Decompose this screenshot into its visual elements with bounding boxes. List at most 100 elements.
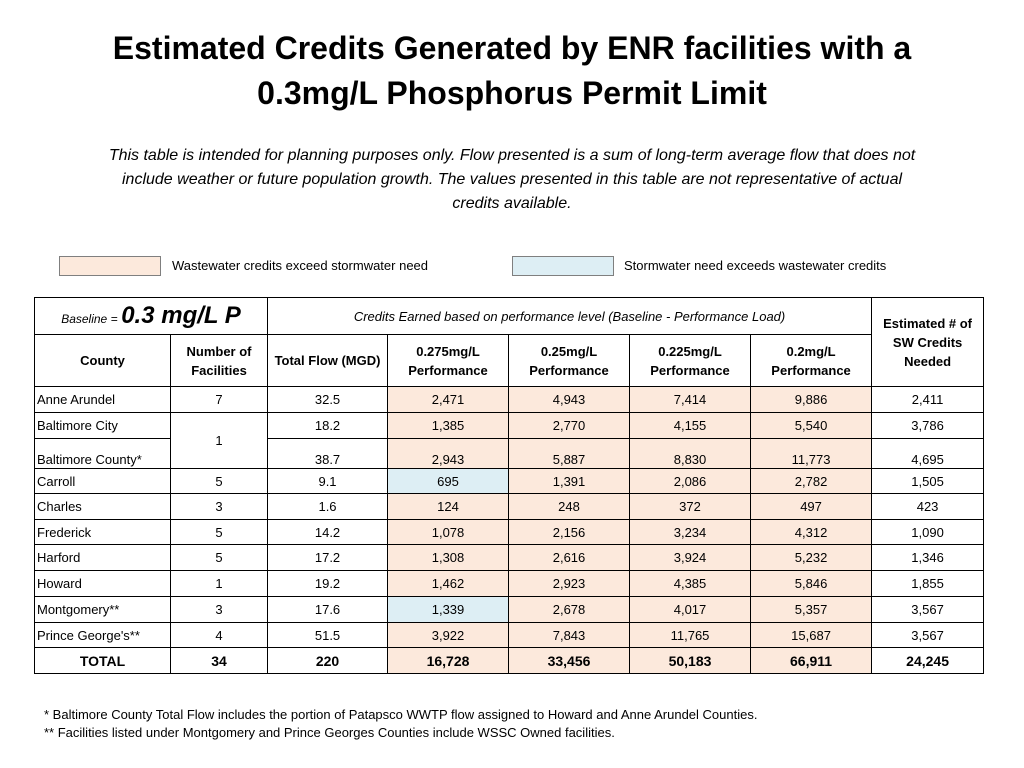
header-row-1: Baseline = 0.3 mg/L P Credits Earned bas… [33, 297, 985, 387]
header-row-2: County Number of Facilities Total Flow (… [34, 334, 984, 387]
credit-cell: 2,156 [508, 519, 631, 545]
facilities-cell: 5 [169, 468, 269, 494]
county-cell: Frederick [34, 519, 171, 545]
sw-needed-cell: 1,090 [871, 519, 985, 545]
flow-cell: 38.7 [267, 438, 389, 469]
credit-cell: 2,943 [387, 438, 510, 469]
footnote-wssc: ** Facilities listed under Montgomery an… [44, 725, 615, 740]
total-label: TOTAL [34, 647, 171, 674]
facilities-cell: 7 [169, 386, 269, 413]
sw-needed-cell: 1,346 [871, 544, 985, 571]
credits-header: Credits Earned based on performance leve… [267, 297, 873, 335]
credits-table: Baseline = 0.3 mg/L P Credits Earned bas… [33, 297, 985, 674]
footnote-baltimore: * Baltimore County Total Flow includes t… [44, 707, 758, 722]
credit-cell: 1,308 [387, 544, 510, 571]
table-row: Carroll 5 9.1 695 1,391 2,086 2,782 1,50… [34, 468, 985, 494]
sw-needed-cell: 2,411 [871, 386, 985, 413]
table-row: Baltimore County* 38.7 2,943 5,887 8,830… [34, 438, 985, 469]
flow-cell: 51.5 [267, 622, 389, 648]
legend-swatch-stormwater [512, 256, 614, 276]
baseline-cell: Baseline = 0.3 mg/L P [33, 297, 269, 335]
facilities-cell: 1 [169, 412, 269, 469]
disclaimer-text: This table is intended for planning purp… [48, 144, 976, 216]
flow-cell: 1.6 [267, 493, 389, 520]
total-sw-needed: 24,245 [871, 647, 985, 674]
credit-cell: 1,078 [387, 519, 510, 545]
title-line-2: 0.3mg/L Phosphorus Permit Limit [257, 75, 767, 111]
credit-cell: 497 [750, 493, 873, 520]
credit-cell: 695 [387, 468, 510, 494]
disclaimer-line-1: This table is intended for planning purp… [108, 147, 916, 164]
total-flow: 220 [267, 647, 389, 674]
credit-cell: 1,385 [387, 412, 510, 439]
disclaimer-line-3: credits available. [452, 195, 572, 212]
credit-cell: 7,414 [629, 386, 752, 413]
sw-needed-cell: 1,505 [871, 468, 985, 494]
baseline-value: 0.3 mg/L P [121, 302, 241, 329]
legend-label-stormwater: Stormwater need exceeds wastewater credi… [624, 258, 887, 273]
table-row: Montgomery** 3 17.6 1,339 2,678 4,017 5,… [34, 596, 985, 623]
sw-needed-cell: 1,855 [871, 570, 985, 597]
credit-cell: 5,540 [750, 412, 873, 439]
credit-cell: 2,086 [629, 468, 752, 494]
credit-cell: 3,922 [387, 622, 510, 648]
sw-needed-cell: 423 [871, 493, 985, 520]
flow-cell: 14.2 [267, 519, 389, 545]
credit-cell: 1,462 [387, 570, 510, 597]
title-line-1: Estimated Credits Generated by ENR facil… [112, 30, 912, 66]
credit-cell: 5,887 [508, 438, 631, 469]
facilities-cell: 5 [169, 519, 269, 545]
county-cell: Carroll [34, 468, 171, 494]
credit-cell: 372 [629, 493, 752, 520]
total-row: TOTAL 34 220 16,728 33,456 50,183 66,911… [34, 647, 985, 674]
flow-cell: 32.5 [267, 386, 389, 413]
table-row: Prince George's** 4 51.5 3,922 7,843 11,… [34, 622, 985, 648]
credit-cell: 4,385 [629, 570, 752, 597]
legend-label-wastewater: Wastewater credits exceed stormwater nee… [172, 258, 429, 273]
facilities-cell: 3 [169, 596, 269, 623]
facilities-cell: 3 [169, 493, 269, 520]
credit-cell: 3,924 [629, 544, 752, 571]
credit-cell: 9,886 [750, 386, 873, 413]
credit-cell: 248 [508, 493, 631, 520]
county-cell: Baltimore County* [34, 438, 171, 469]
facilities-cell: 5 [169, 544, 269, 571]
perf-header: 0.225mg/L Performance [629, 334, 752, 387]
credit-cell: 5,846 [750, 570, 873, 597]
disclaimer-line-2: include weather or future population gro… [121, 171, 903, 188]
sw-needed-cell: 3,786 [871, 412, 985, 439]
table-row: Charles 3 1.6 124 248 372 497 423 [34, 493, 985, 520]
credit-cell: 4,017 [629, 596, 752, 623]
credit-cell: 2,471 [387, 386, 510, 413]
county-cell: Prince George's** [34, 622, 171, 648]
credit-cell: 2,782 [750, 468, 873, 494]
sw-needed-cell: 3,567 [871, 622, 985, 648]
baseline-label: Baseline = [61, 312, 118, 326]
credit-cell: 7,843 [508, 622, 631, 648]
county-cell: Howard [34, 570, 171, 597]
total-credit-cell: 33,456 [508, 647, 631, 674]
credit-cell: 5,232 [750, 544, 873, 571]
flow-header: Total Flow (MGD) [267, 334, 389, 387]
credit-cell: 2,616 [508, 544, 631, 571]
facilities-cell: 1 [169, 570, 269, 597]
credit-cell: 1,391 [508, 468, 631, 494]
sw-credits-header: Estimated # of SW Credits Needed [871, 297, 985, 387]
credit-cell: 4,943 [508, 386, 631, 413]
credit-cell: 3,234 [629, 519, 752, 545]
flow-cell: 19.2 [267, 570, 389, 597]
credit-cell: 1,339 [387, 596, 510, 623]
county-cell: Anne Arundel [34, 386, 171, 413]
flow-cell: 9.1 [267, 468, 389, 494]
facilities-header: Number of Facilities [169, 334, 269, 387]
credit-cell: 15,687 [750, 622, 873, 648]
credit-cell: 2,923 [508, 570, 631, 597]
credit-cell: 2,770 [508, 412, 631, 439]
flow-cell: 17.2 [267, 544, 389, 571]
credit-cell: 124 [387, 493, 510, 520]
total-credit-cell: 66,911 [750, 647, 873, 674]
perf-header: 0.275mg/L Performance [387, 334, 510, 387]
sw-needed-cell: 4,695 [871, 438, 985, 469]
flow-cell: 17.6 [267, 596, 389, 623]
sw-needed-cell: 3,567 [871, 596, 985, 623]
